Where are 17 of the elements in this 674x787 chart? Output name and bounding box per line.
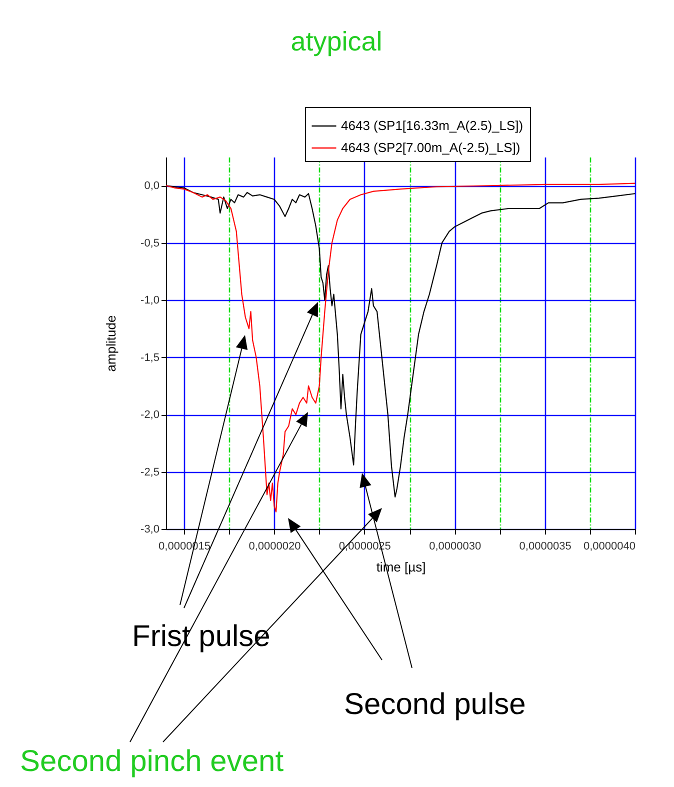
y-tick-label: 0,0 <box>144 180 160 192</box>
y-tick-label: -1,5 <box>140 352 160 364</box>
x-tick-label: 0,0000035 <box>519 540 572 552</box>
text: Second pulse <box>344 688 526 722</box>
x-tick-label: 0,0000040 <box>584 540 636 552</box>
y-axis-title: amplitude <box>104 315 119 372</box>
text: Second pinch event <box>20 745 284 779</box>
legend-label: 4643 (SP1[16.33m_A(2.5)_LS]) <box>341 118 524 133</box>
y-tick-label: -0,5 <box>140 237 160 250</box>
x-tick-label: 0,0000030 <box>429 540 482 552</box>
legend-label: 4643 (SP2[7.00m_A(-2.5)_LS]) <box>341 140 520 155</box>
y-tick-label: -2,0 <box>140 409 160 422</box>
y-tick-label: -3,0 <box>140 524 160 536</box>
y-tick-label: -1,0 <box>140 294 160 307</box>
x-tick-label: 0,0000020 <box>248 540 301 552</box>
chart-title: atypical <box>290 26 382 56</box>
y-tick-label: -2,5 <box>140 466 160 478</box>
